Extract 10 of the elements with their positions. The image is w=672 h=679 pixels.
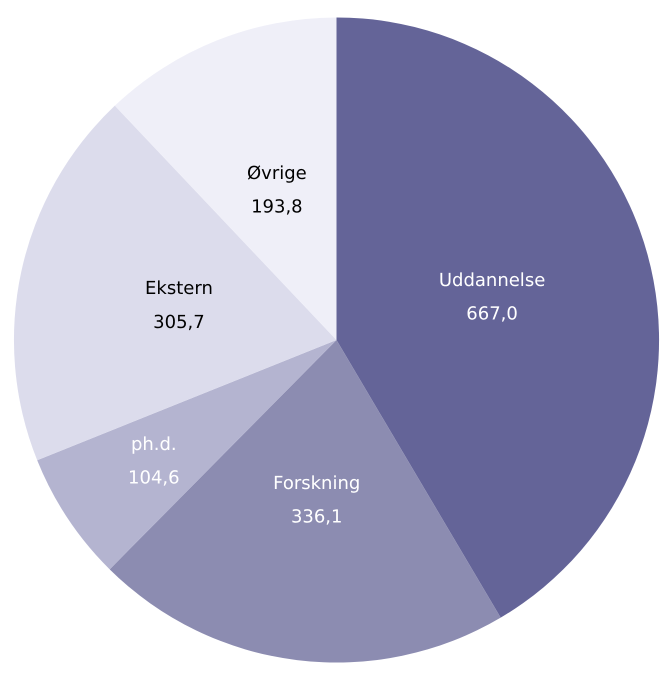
slice-label: Ekstern: [145, 278, 213, 300]
data-label: 336,1: [290, 506, 342, 528]
data-label: 305,7: [153, 312, 205, 333]
slice-label: ph.d.: [130, 434, 177, 456]
slice-label: Øvrige: [246, 162, 307, 184]
data-label: 193,8: [251, 196, 303, 218]
slice-label: Uddannelse: [438, 270, 546, 292]
slice-label: Forskning: [273, 472, 360, 494]
data-label: 104,6: [128, 468, 180, 489]
data-label: 667,0: [466, 304, 518, 325]
